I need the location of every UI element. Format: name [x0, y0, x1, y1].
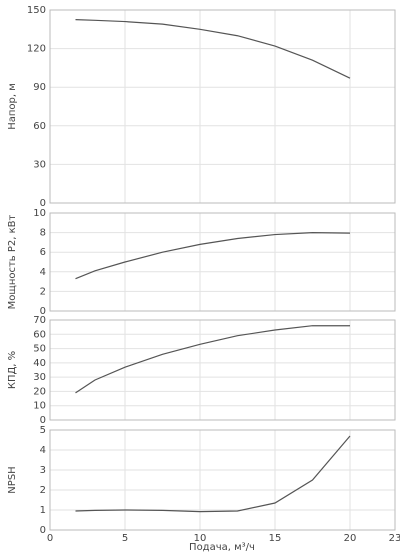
y-tick-label: 90 — [33, 82, 46, 93]
y-tick-label: 10 — [33, 208, 46, 219]
y-tick-label: 1 — [40, 505, 46, 516]
plot-frame — [49, 9, 396, 204]
y-tick-label: 2 — [40, 286, 46, 297]
curve — [75, 325, 350, 394]
x-tick-label: 10 — [194, 533, 207, 544]
y-tick-label: 20 — [33, 386, 46, 397]
y-axis-label: NPSH — [7, 466, 18, 493]
curve — [75, 19, 351, 79]
y-tick-label: 30 — [33, 159, 46, 170]
y-tick-label: 6 — [40, 247, 46, 258]
y-axis-label: Мощность P2, кВт — [7, 214, 18, 309]
y-tick-label: 2 — [40, 485, 46, 496]
y-tick-label: 4 — [40, 267, 46, 278]
y-tick-label: 0 — [40, 306, 46, 317]
curve — [75, 435, 351, 513]
y-tick-label: 3 — [40, 465, 46, 476]
x-tick-label: 0 — [47, 533, 53, 544]
y-tick-label: 50 — [33, 344, 46, 355]
y-tick-label: 40 — [33, 358, 46, 369]
x-tick-label: 20 — [344, 533, 357, 544]
y-tick-label: 0 — [40, 415, 46, 426]
y-tick-label: 150 — [27, 5, 46, 16]
x-tick-label: 23 — [389, 533, 400, 544]
y-tick-label: 120 — [27, 44, 46, 55]
plot-frame — [49, 212, 396, 312]
y-tick-label: 8 — [40, 228, 46, 239]
y-tick-label: 10 — [33, 401, 46, 412]
y-axis-label: КПД, % — [7, 351, 18, 389]
x-tick-label: 15 — [269, 533, 282, 544]
y-tick-label: 0 — [40, 525, 46, 536]
y-axis-label: Напор, м — [7, 83, 18, 130]
y-tick-label: 0 — [40, 198, 46, 209]
y-tick-label: 70 — [33, 315, 46, 326]
y-tick-label: 60 — [33, 329, 46, 340]
plot-frame — [49, 429, 396, 531]
y-tick-label: 4 — [40, 445, 46, 456]
x-axis-label: Подача, м³/ч — [189, 542, 255, 553]
curve — [75, 231, 351, 280]
plot-frame — [49, 319, 396, 421]
y-tick-label: 60 — [33, 121, 46, 132]
y-tick-label: 5 — [40, 425, 46, 436]
y-tick-label: 30 — [33, 372, 46, 383]
x-tick-label: 5 — [122, 533, 128, 544]
